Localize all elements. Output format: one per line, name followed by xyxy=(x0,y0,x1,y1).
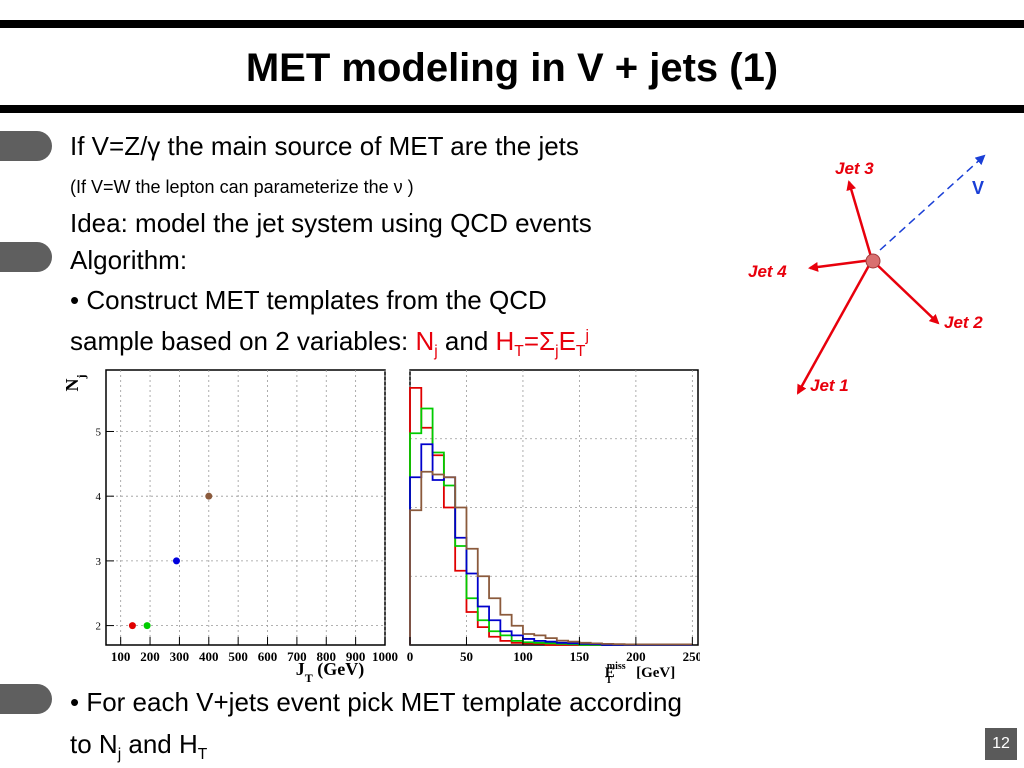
histogram-x-tick-label: 50 xyxy=(460,649,473,664)
text-line-3: Idea: model the jet system using QCD eve… xyxy=(70,208,592,238)
bullet-marker-2 xyxy=(0,242,52,272)
title-underline-rule xyxy=(0,105,1024,113)
histogram-x-axis-label: Emiss T [GeV] xyxy=(605,661,676,685)
jet-2-arrow xyxy=(871,259,940,325)
text-line-6-lead: sample based on 2 variables: xyxy=(70,326,416,356)
text-line-6: sample based on 2 variables: Nj and HT=Σ… xyxy=(70,325,589,361)
jet-4-arrow xyxy=(808,258,873,272)
jet-diagram: Jet 3 Jet 4 Jet 2 Jet 1 V xyxy=(748,154,986,395)
histogram-x-tick-label: 200 xyxy=(626,649,646,664)
text-line-1: If V=Z/γ the main source of MET are the … xyxy=(70,131,579,161)
scatter-chart: 100 200 300 400 500 600 700 800 900 1000 2 3 4 5 Nj J… xyxy=(62,369,399,685)
histogram-x-tick-label: 0 xyxy=(407,649,414,664)
scatter-x-tick-label: 500 xyxy=(228,649,248,664)
jet-1-arrow xyxy=(796,259,874,395)
text-line-7: • For each V+jets event pick MET templat… xyxy=(70,687,682,717)
scatter-x-tick-label: 400 xyxy=(199,649,219,664)
scatter-x-tick-label: 700 xyxy=(287,649,307,664)
scatter-point xyxy=(143,622,151,630)
scatter-grid xyxy=(106,370,386,645)
text-line-2: (If V=W the lepton can parameterize the … xyxy=(70,177,414,197)
scatter-x-axis-label: JT (GeV) xyxy=(296,659,365,685)
histogram-series-line xyxy=(409,470,693,646)
scatter-point xyxy=(172,557,180,565)
scatter-ticks: 100 200 300 400 500 600 700 800 900 1000 2 3 4 5 xyxy=(96,426,399,664)
scatter-point xyxy=(205,492,213,500)
v-arrow xyxy=(879,154,986,251)
jet-3-arrow xyxy=(846,180,874,261)
scatter-y-tick-label: 5 xyxy=(96,426,102,438)
jet-4-label: Jet 4 xyxy=(748,262,787,281)
ht-definition: HT=ΣjETj xyxy=(495,326,589,361)
text-line-5: • Construct MET templates from the QCD xyxy=(70,285,547,315)
slide-title: MET modeling in V + jets (1) xyxy=(245,46,779,90)
histogram-x-tick-label: 250 xyxy=(683,649,700,664)
text-line-6-and: and xyxy=(437,326,496,356)
scatter-x-tick-label: 1000 xyxy=(372,649,398,664)
scatter-point xyxy=(128,622,136,630)
scatter-x-tick-label: 600 xyxy=(258,649,278,664)
histogram-x-tick-label: 150 xyxy=(570,649,590,664)
scatter-points xyxy=(128,492,213,630)
scatter-x-tick-label: 300 xyxy=(170,649,190,664)
scatter-x-tick-label: 100 xyxy=(111,649,131,664)
text-line-4: Algorithm: xyxy=(70,245,188,275)
text-line-8: to Nj and HT xyxy=(70,729,208,764)
scatter-x-tick-label: 200 xyxy=(140,649,160,664)
scatter-y-axis-label: Nj xyxy=(62,375,88,392)
jet-3-label: Jet 3 xyxy=(835,159,874,178)
jet-1-label: Jet 1 xyxy=(810,376,849,395)
scatter-y-tick-label: 3 xyxy=(96,556,102,568)
histogram-chart: 0 50 100 150 200 250 Emiss T [GeV] xyxy=(407,369,700,685)
histogram-ticks: 0 50 100 150 200 250 xyxy=(407,637,700,664)
scatter-x-tick-label: 800 xyxy=(317,649,337,664)
interaction-vertex xyxy=(865,253,881,269)
bullet-marker-1 xyxy=(0,131,52,161)
jet-2-label: Jet 2 xyxy=(944,313,983,332)
v-label: V xyxy=(972,178,984,198)
scatter-y-tick-label: 4 xyxy=(96,491,102,503)
top-rule xyxy=(0,20,1024,28)
bullet-marker-3 xyxy=(0,684,52,714)
scatter-y-tick-label: 2 xyxy=(96,621,102,633)
scatter-frame xyxy=(105,369,386,646)
scatter-x-tick-label: 900 xyxy=(346,649,366,664)
slide-number: 12 xyxy=(985,728,1017,760)
nj-symbol: Nj xyxy=(415,326,438,361)
histogram-x-tick-label: 100 xyxy=(513,649,533,664)
